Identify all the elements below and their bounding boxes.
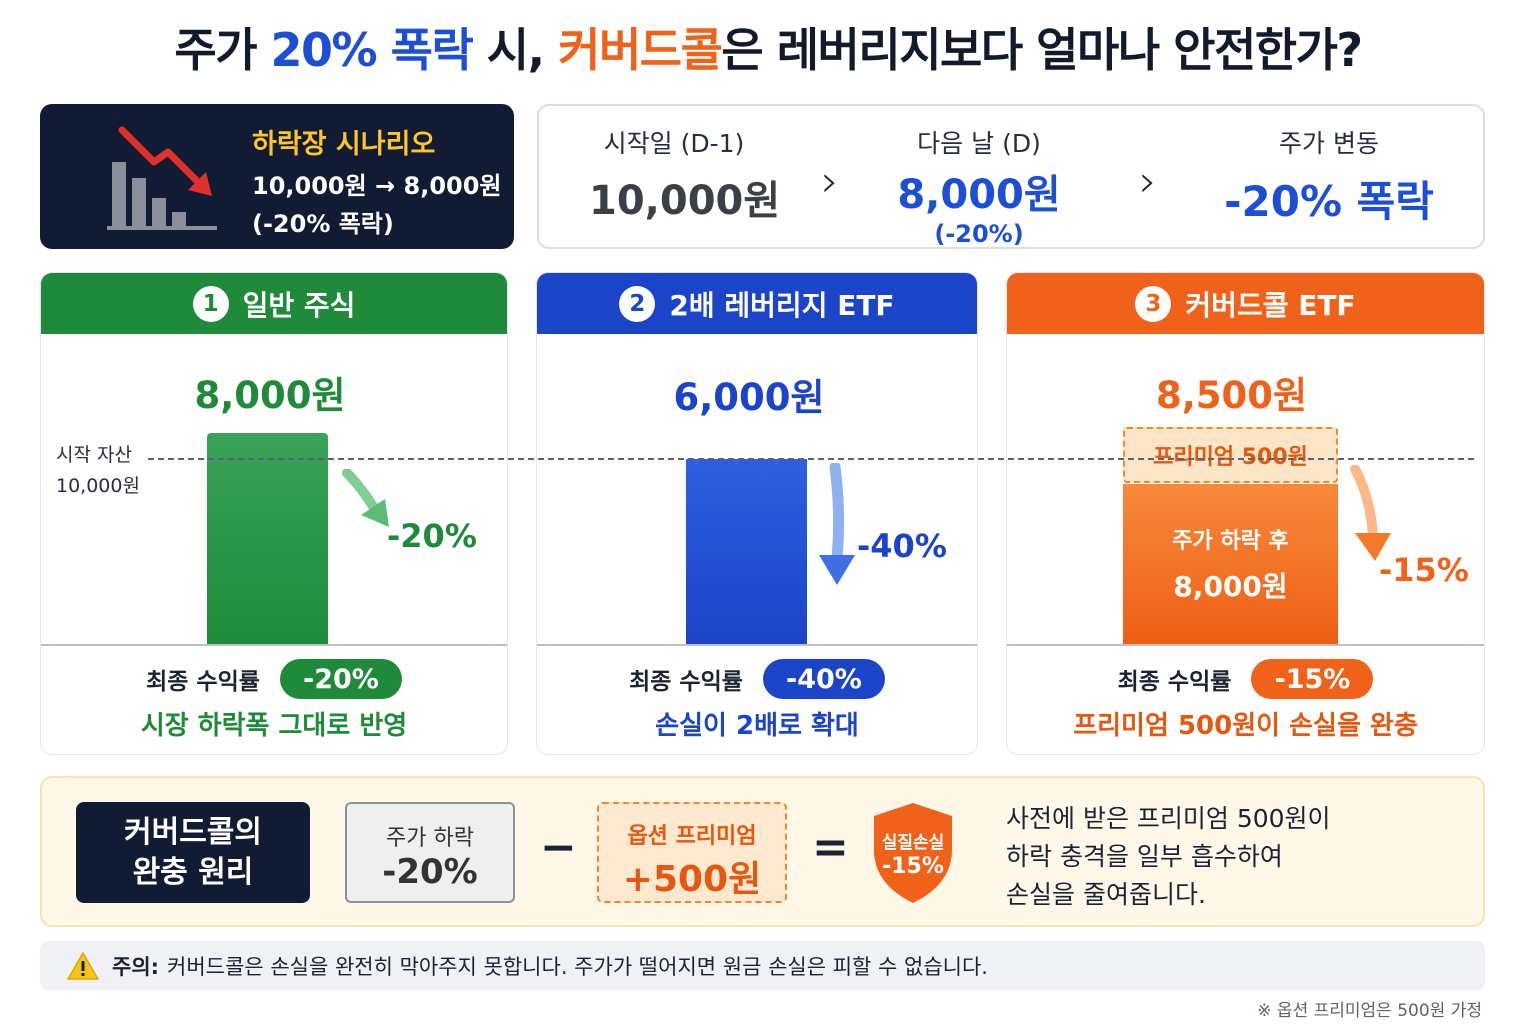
equals-sign: = [812, 822, 849, 873]
scenario-price-change: 10,000원 → 8,000원 [252, 172, 502, 200]
baseline [1007, 644, 1484, 646]
value-bar: 주가 하락 후 8,000원 [1123, 484, 1338, 644]
chevron-right-icon: › [1139, 156, 1157, 207]
start-asset-line [148, 458, 1474, 460]
card-value: 8,000원 [194, 374, 346, 417]
start-date-label: 시작일 (D-1) [603, 129, 745, 158]
next-percent: (-20%) [934, 220, 1024, 248]
card-coveredcall-etf: 3 커버드콜 ETF 8,500원 프리미엄 500원 주가 하락 후 8,00… [1006, 272, 1485, 755]
shield-value: -15% [882, 854, 944, 879]
falling-chart-icon [107, 126, 217, 230]
page-title: 주가 20% 폭락 시, 커버드콜은 레버리지보다 얼마나 안전한가? [174, 23, 1363, 77]
number-badge: 2 [619, 285, 656, 322]
warning-icon [67, 951, 99, 980]
card-note: 손실이 2배로 확대 [655, 711, 859, 741]
scenario-percent: (-20% 폭락) [252, 210, 394, 238]
number-badge: 1 [192, 285, 229, 322]
timeline-next: 다음 날 (D) 8,000원 (-20%) [894, 106, 1064, 248]
final-return-label: 최종 수익률 [146, 669, 260, 695]
next-date-label: 다음 날 (D) [917, 129, 1041, 158]
bar-value: 8,000원 [1173, 570, 1288, 603]
card-leverage-etf: 2 2배 레버리지 ETF 6,000원 -40% 최종 수익률 -40% 손실… [536, 272, 978, 755]
warning-banner: 주의: 커버드콜은 손실을 완전히 막아주지 못합니다. 주가가 떨어지면 원금… [40, 941, 1485, 990]
title-highlight-coveredcall: 커버드콜 [558, 23, 723, 77]
card-header: 1 일반 주식 [41, 273, 507, 334]
principle-title: 커버드콜의 완충 원리 [76, 802, 310, 903]
timeline-start: 시작일 (D-1) 10,000원 [589, 106, 781, 226]
shield-icon: 실질손실 -15% [870, 800, 956, 910]
change-percent: -20% [387, 517, 477, 555]
bar-caption: 주가 하락 후 [1172, 529, 1289, 554]
final-return-label: 최종 수익률 [1117, 669, 1232, 695]
buffer-principle-box: 커버드콜의 완충 원리 주가 하락 -20% − 옵션 프리미엄 +500원 =… [40, 776, 1485, 927]
option-premium-box: 옵션 프리미엄 +500원 [597, 802, 787, 903]
start-asset-label: 시작 자산 10,000원 [56, 444, 140, 497]
value-bar [686, 459, 807, 644]
card-value: 8,500원 [1155, 374, 1308, 417]
title-highlight-drop: 20% 폭락 [270, 23, 474, 77]
final-return-label: 최종 수익률 [629, 669, 743, 695]
shield-label: 실질손실 [881, 833, 945, 853]
baseline [41, 644, 507, 646]
card-title: 커버드콜 ETF [1185, 288, 1356, 322]
change-percent: -15% [1379, 551, 1469, 589]
minus-sign: − [540, 822, 577, 873]
footnote: ※ 옵션 프리미엄은 500원 가정 [1257, 1001, 1482, 1021]
final-return-badge: -15% [1251, 659, 1374, 699]
value-bar [207, 433, 328, 644]
premium-block: 프리미엄 500원 [1123, 427, 1338, 483]
warning-label: 주의: [112, 954, 160, 979]
warning-text: 커버드콜은 손실을 완전히 막아주지 못합니다. 주가가 떨어지면 원금 손실은… [167, 954, 988, 979]
bear-scenario-card: 하락장 시나리오 10,000원 → 8,000원 (-20% 폭락) [40, 104, 514, 249]
number-badge: 3 [1135, 285, 1172, 322]
card-normal-stock: 1 일반 주식 8,000원 -20% 최종 수익률 -20% 시장 하락폭 그… [40, 272, 508, 755]
final-return-badge: -20% [279, 659, 402, 699]
card-note: 시장 하락폭 그대로 반영 [140, 711, 408, 741]
card-value: 6,000원 [673, 376, 825, 419]
final-return-badge: -40% [762, 659, 885, 699]
change-value: -20% 폭락 [1224, 177, 1434, 226]
price-timeline-card: 시작일 (D-1) 10,000원 › 다음 날 (D) 8,000원 (-20… [537, 104, 1485, 249]
down-arrow-icon [1350, 465, 1391, 561]
down-arrow-icon [819, 463, 855, 585]
chevron-right-icon: › [821, 156, 839, 207]
start-price: 10,000원 [589, 178, 781, 224]
stock-drop-box: 주가 하락 -20% [345, 802, 515, 903]
principle-description: 사전에 받은 프리미엄 500원이 하락 충격을 일부 흡수하여 손실을 줄여줍… [1006, 804, 1331, 909]
card-title: 2배 레버리지 ETF [669, 288, 895, 322]
down-arrow-icon [342, 469, 389, 527]
baseline [537, 644, 977, 646]
final-return-row: 최종 수익률 -40% [537, 659, 977, 699]
change-label: 주가 변동 [1279, 129, 1379, 158]
card-header: 3 커버드콜 ETF [1007, 273, 1484, 334]
card-header: 2 2배 레버리지 ETF [537, 273, 977, 334]
timeline-change: 주가 변동 -20% 폭락 [1219, 106, 1439, 229]
card-title: 일반 주식 [242, 288, 356, 322]
scenario-title: 하락장 시나리오 [252, 129, 436, 160]
final-return-row: 최종 수익률 -15% [1007, 659, 1484, 699]
final-return-row: 최종 수익률 -20% [41, 659, 507, 699]
next-price: 8,000원 [897, 172, 1061, 218]
card-note: 프리미엄 500원이 손실을 완충 [1073, 711, 1418, 741]
change-percent: -40% [857, 527, 947, 565]
